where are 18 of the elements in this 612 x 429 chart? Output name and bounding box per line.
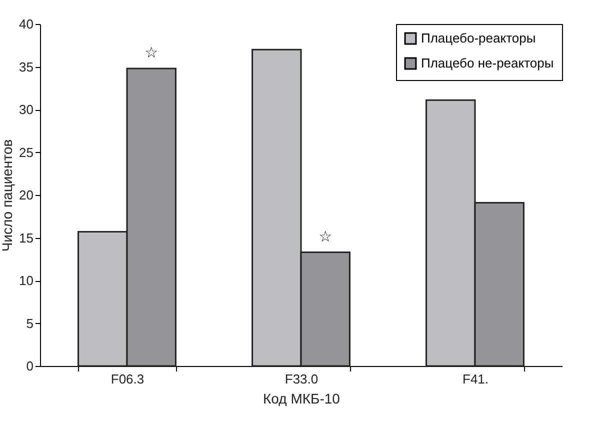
y-tick-label: 40 xyxy=(19,16,34,32)
y-tick-label: 10 xyxy=(19,273,34,288)
x-tick-label: F33.0 xyxy=(284,372,318,386)
annotation: ☆ xyxy=(318,227,332,246)
y-tick-label: 0 xyxy=(26,358,34,374)
legend-label: Плацебо не-реакторы xyxy=(421,56,554,70)
annotation: ☆ xyxy=(144,43,158,62)
y-axis-title: Число пациентов xyxy=(0,139,16,252)
y-tick-label: 20 xyxy=(19,188,34,202)
y-tick-label: 25 xyxy=(19,144,34,160)
y-tick-label: 15 xyxy=(19,230,34,246)
y-tick-label: 35 xyxy=(19,59,34,74)
y-tick-label: 5 xyxy=(26,316,34,331)
x-axis-title: Код МКБ-10 xyxy=(263,390,340,406)
legend-label: Плацебо-реакторы xyxy=(421,30,536,46)
y-tick-label: 30 xyxy=(19,102,34,117)
x-tick-label: F06.3 xyxy=(110,372,144,386)
x-tick-label: F41. xyxy=(462,372,489,386)
